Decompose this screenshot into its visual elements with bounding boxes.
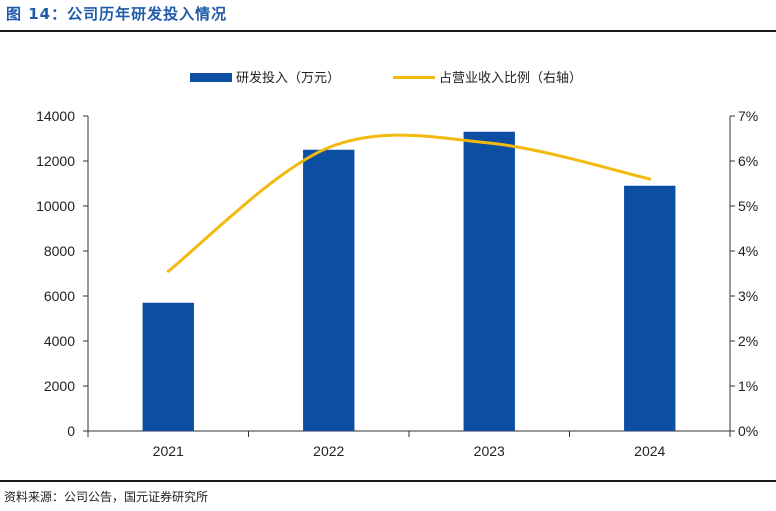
left-tick-label: 10000 <box>36 198 75 214</box>
right-tick-label: 5% <box>738 198 758 214</box>
right-tick-label: 4% <box>738 243 758 259</box>
legend-label-line: 占营业收入比例（右轴） <box>439 71 582 86</box>
bar-series <box>142 131 676 431</box>
left-tick-label: 8000 <box>44 243 75 259</box>
left-tick-label: 6000 <box>44 288 75 304</box>
right-tick-label: 6% <box>738 153 758 169</box>
left-tick-label: 12000 <box>36 153 75 169</box>
line-series <box>166 133 652 273</box>
x-tick-label: 2024 <box>634 443 665 459</box>
x-tick-label: 2021 <box>153 443 184 459</box>
legend: 研发投入（万元） 占营业收入比例（右轴） <box>190 70 582 86</box>
left-tick-label: 14000 <box>36 108 75 124</box>
top-rule <box>0 30 776 32</box>
figure-title: 图 14：公司历年研发投入情况 <box>6 5 228 23</box>
right-tick-label: 0% <box>738 423 758 439</box>
legend-label-bar: 研发投入（万元） <box>236 70 340 86</box>
x-tick-label: 2023 <box>474 443 505 459</box>
right-tick-label: 1% <box>738 378 758 394</box>
legend-swatch-bar <box>190 73 232 82</box>
left-tick-label: 0 <box>67 423 75 439</box>
x-tick-label: 2022 <box>313 443 344 459</box>
bar <box>142 302 194 431</box>
right-tick-label: 7% <box>738 108 758 124</box>
axes: 0 2000 4000 6000 8000 10000 12000 14000 0% 1% 2% 3%… <box>36 108 758 459</box>
right-tick-label: 3% <box>738 288 758 304</box>
bottom-rule <box>0 480 776 482</box>
source-note: 资料来源：公司公告，国元证券研究所 <box>4 490 209 504</box>
bar <box>463 131 515 431</box>
right-tick-label: 2% <box>738 333 758 349</box>
left-tick-label: 4000 <box>44 333 75 349</box>
chart: 研发投入（万元） 占营业收入比例（右轴） 0 2000 4000 6000 8000 10… <box>36 70 758 459</box>
left-tick-label: 2000 <box>44 378 75 394</box>
bar <box>303 149 355 431</box>
bar <box>624 185 676 431</box>
ratio-line <box>166 133 652 273</box>
